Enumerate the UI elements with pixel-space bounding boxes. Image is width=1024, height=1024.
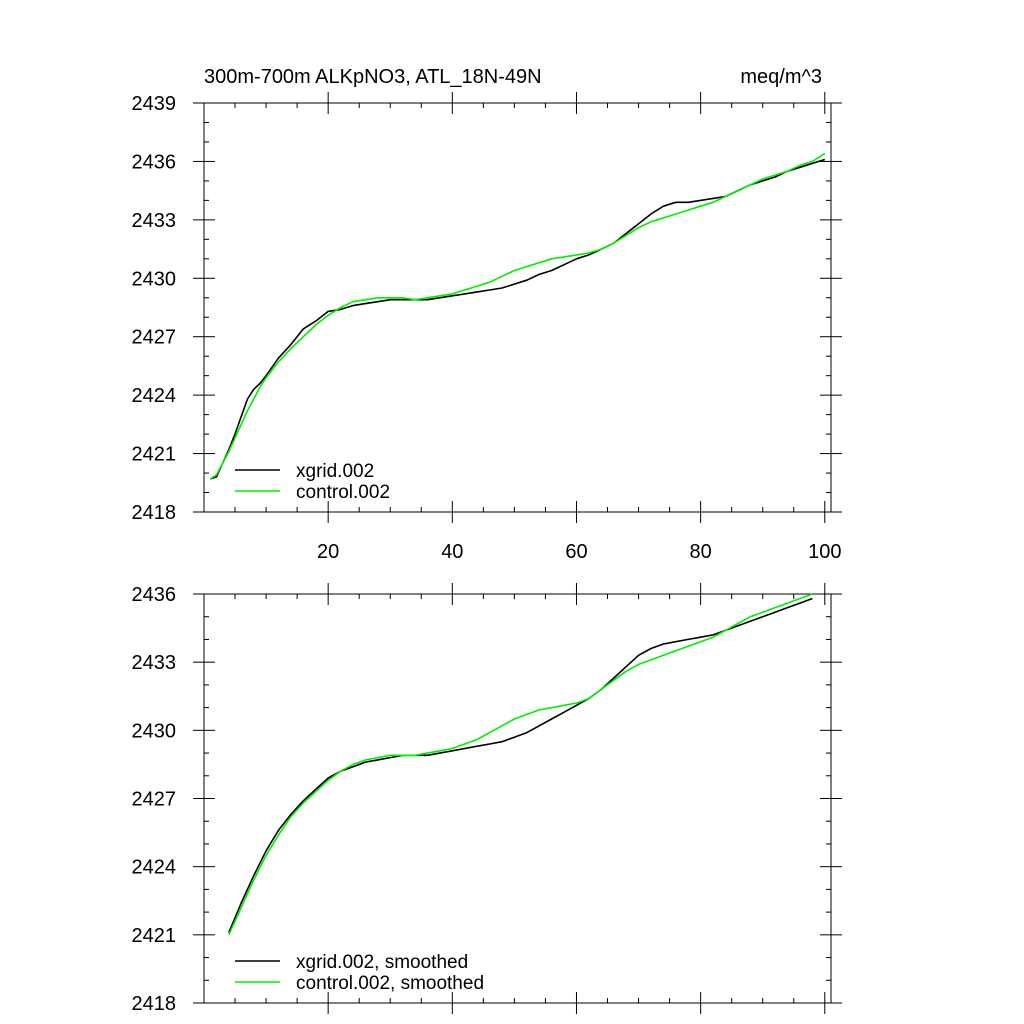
y-tick-label: 2433 xyxy=(132,210,177,232)
series-line-xgrid xyxy=(228,597,813,933)
plot-frame xyxy=(203,593,832,1004)
series-line-control xyxy=(209,152,826,480)
top-panel-raw: 20 40 60 80 100 2418 2421 2424 2427 2430 2433 2436 2… xyxy=(132,92,842,563)
plot-frame xyxy=(203,102,832,513)
y-tick-label: 2421 xyxy=(132,444,177,466)
x-tick-label: 40 xyxy=(441,541,463,563)
x-tick-label: 60 xyxy=(565,541,587,563)
y-tick-label: 2418 xyxy=(132,502,177,524)
legend-label: xgrid.002 xyxy=(296,461,374,482)
y-tick-label: 2436 xyxy=(132,584,177,606)
y-tick-label: 2424 xyxy=(132,857,177,879)
y-tick-label: 2424 xyxy=(132,385,177,407)
units-label: meq/m^3 xyxy=(740,66,822,88)
x-tick-label: 80 xyxy=(690,541,712,563)
y-tick-label: 2436 xyxy=(132,151,177,173)
y-tick-label: 2427 xyxy=(132,327,177,349)
legend-label: xgrid.002, smoothed xyxy=(296,952,468,973)
y-tick-label: 2430 xyxy=(132,720,177,742)
y-tick-label: 2418 xyxy=(132,993,177,1015)
bottom-panel-smoothed: 2418 2421 2424 2427 2430 2433 2436 xgrid.002, s… xyxy=(132,583,842,1015)
y-tick-label: 2427 xyxy=(132,789,177,811)
legend-label: control.002 xyxy=(296,482,390,503)
y-tick-label: 2421 xyxy=(132,925,177,947)
legend-label: control.002, smoothed xyxy=(296,973,484,994)
y-tick-label: 2433 xyxy=(132,652,177,674)
y-tick-label: 2439 xyxy=(132,93,177,115)
y-tick-label: 2430 xyxy=(132,268,177,290)
x-tick-label: 100 xyxy=(808,541,841,563)
x-tick-label: 20 xyxy=(317,541,339,563)
chart-title: 300m-700m ALKpNO3, ATL_18N-49N xyxy=(204,66,542,88)
series-line-control xyxy=(228,593,813,936)
series-line-xgrid xyxy=(209,158,826,480)
